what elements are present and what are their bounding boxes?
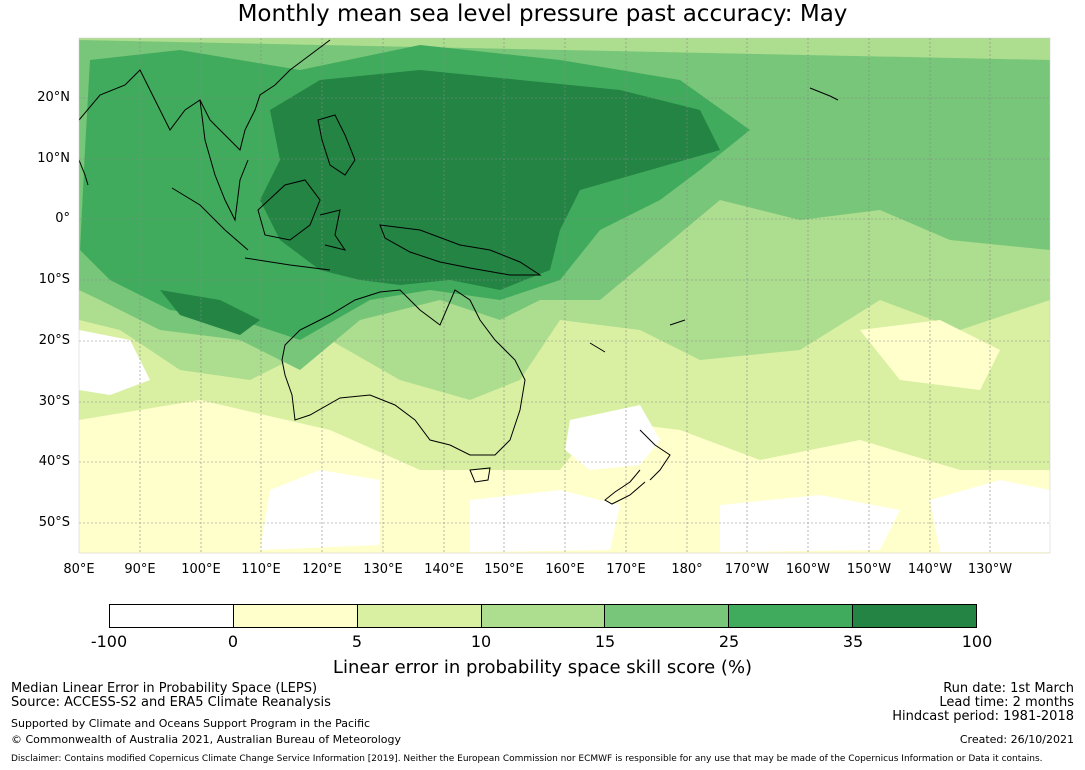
coast-nz-north [639,429,671,481]
lon-label-80e: 80°E [63,562,95,577]
coast-sulawesi [319,209,347,251]
coast-borneo [257,179,321,241]
skill-region-negative-2 [565,405,660,470]
skill-region-negative-4 [470,490,620,552]
lat-label-50s: 50°S [38,515,70,530]
lon-label-130w: 130°W [967,562,1013,577]
coast-india [79,159,89,186]
graticule [79,38,1050,553]
lon-label-120e: 120°E [302,562,342,577]
lon-label-110e: 110°E [241,562,281,577]
footer-hindcast-period: Hindcast period: 1981-2018 [892,709,1074,724]
colorbar-segment-35-100 [853,605,977,627]
footer-support: Supported by Climate and Oceans Support … [11,717,371,730]
lon-label-170w: 170°W [724,562,770,577]
lon-label-140w: 140°W [907,562,953,577]
colorbar-tick-25: 25 [718,632,740,651]
footer-run-date: Run date: 1st March [943,681,1074,696]
lon-label-100e: 100°E [181,562,221,577]
coast-hawaii [809,87,839,101]
lat-label-10n: 10°N [37,151,70,166]
coast-philippines [317,114,356,176]
footer-lead-time: Lead time: 2 months [939,695,1074,710]
coast-java [244,257,331,271]
colorbar-segment-0-5 [233,605,358,627]
skill-region-negative-5 [720,495,900,552]
colorbar-tick-10: 10 [470,632,492,651]
coast-fiji [669,319,686,326]
lon-label-150e: 150°E [484,562,524,577]
colorbar-segment-15-25 [605,605,730,627]
colorbar-segment-neg100-0 [110,605,234,627]
lat-label-20n: 20°N [37,90,70,105]
coast-new-guinea [379,224,542,276]
footer-disclaimer: Disclaimer: Contains modified Copernicus… [11,754,1043,764]
lat-label-20s: 20°S [38,333,70,348]
lon-label-90e: 90°E [124,562,156,577]
lat-label-10s: 10°S [38,272,70,287]
colorbar-tick-15: 15 [594,632,616,651]
colorbar-segment-10-15 [481,605,606,627]
coastlines [79,39,839,505]
map-title: Monthly mean sea level pressure past acc… [237,1,848,27]
colorbar [109,604,977,628]
footer-copyright: © Commonwealth of Australia 2021, Austra… [11,733,401,746]
skill-map [78,37,1051,554]
colorbar-tick-100: 100 [961,632,993,651]
lon-label-150w: 150°W [846,562,892,577]
coast-tasmania [469,467,491,483]
colorbar-segment-25-35 [729,605,854,627]
lon-label-160e: 160°E [545,562,585,577]
coast-new-caledonia [589,342,606,353]
lon-label-180: 180° [671,562,703,577]
lat-label-30s: 30°S [38,394,70,409]
lon-label-160w: 160°W [785,562,831,577]
skill-region-negative-1 [79,330,150,395]
lat-label-40s: 40°S [38,454,70,469]
coast-indochina [199,99,249,222]
lon-label-170e: 170°E [606,562,646,577]
skill-region-35-100-west [160,290,260,335]
lon-label-140e: 140°E [424,562,464,577]
colorbar-tick-neg100: -100 [90,632,128,651]
colorbar-segment-5-10 [357,605,482,627]
colorbar-tick-5: 5 [351,632,363,651]
colorbar-tick-0: 0 [227,632,239,651]
coast-asia [79,39,331,151]
footer-method: Median Linear Error in Probability Space… [11,681,318,696]
coast-nz-south [604,469,646,505]
map-frame [78,37,1051,554]
lat-label-0: 0° [55,211,70,226]
coast-sumatra [171,187,249,251]
colorbar-label: Linear error in probability space skill … [332,657,753,678]
lon-label-130e: 130°E [363,562,403,577]
skill-region-negative-3 [260,470,380,550]
footer-source: Source: ACCESS-S2 and ERA5 Climate Reana… [11,695,331,710]
skill-region-35-100 [260,70,720,290]
colorbar-tick-35: 35 [842,632,864,651]
coast-australia [281,289,526,456]
footer-created: Created: 26/10/2021 [959,733,1074,746]
